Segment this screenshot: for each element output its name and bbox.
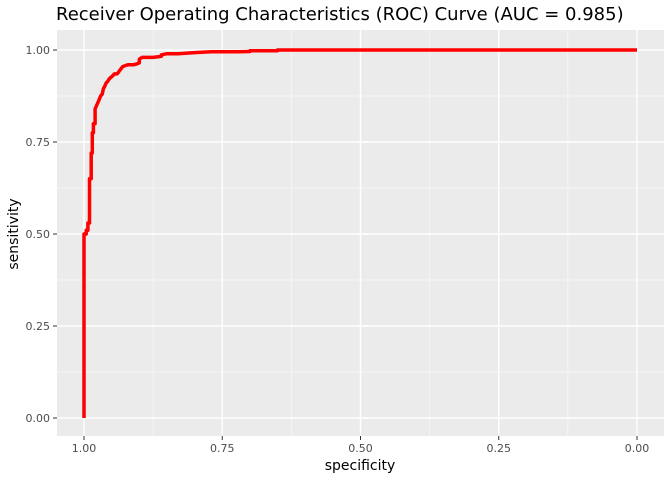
x-tick-label: 1.00: [72, 442, 97, 455]
x-axis-ticks: 1.00 0.75 0.50 0.25 0.00: [72, 436, 650, 455]
y-tick-label: 0.50: [26, 228, 51, 241]
x-tick-label: 0.75: [210, 442, 235, 455]
chart-title: Receiver Operating Characteristics (ROC)…: [56, 4, 624, 25]
y-axis-ticks: 0.00 0.25 0.50 0.75 1.00: [26, 44, 57, 425]
major-gridlines: [57, 30, 664, 436]
y-tick-label: 0.75: [26, 136, 51, 149]
x-tick-label: 0.50: [348, 442, 373, 455]
y-tick-label: 0.25: [26, 320, 51, 333]
x-tick-label: 0.00: [625, 442, 650, 455]
y-tick-label: 1.00: [26, 44, 51, 57]
roc-curve-line: [82, 48, 637, 418]
x-tick-label: 0.25: [487, 442, 512, 455]
y-tick-label: 0.00: [26, 412, 51, 425]
y-axis-title: sensitivity: [6, 198, 22, 269]
x-axis-title: specificity: [325, 458, 396, 474]
